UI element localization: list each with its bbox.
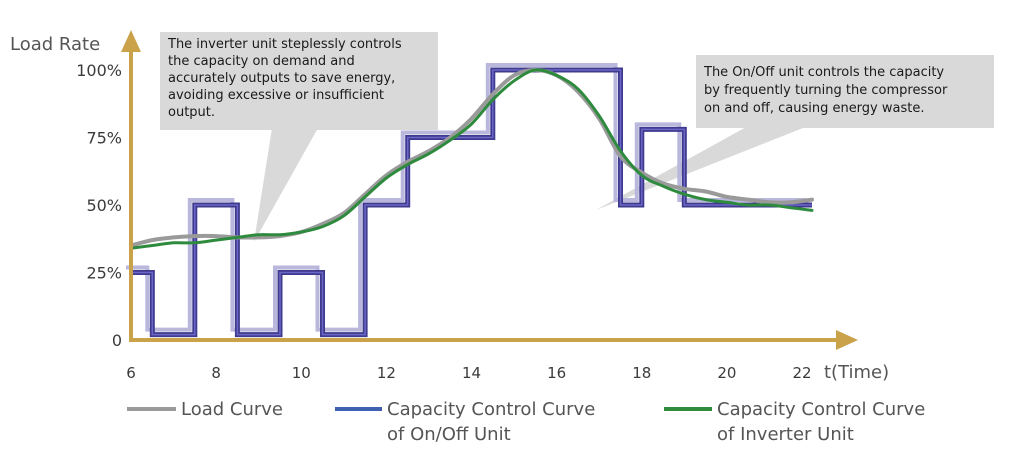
x-tick-label: 10: [292, 364, 311, 382]
x-axis-arrow-icon: [836, 330, 858, 350]
tick-labels: 0 25% 50% 75% 100% 6 8 10 12 14 16 18 20 22 t(Time): [76, 61, 889, 383]
x-tick-label: 14: [462, 364, 481, 382]
onoff-callout-pointer: [596, 126, 808, 210]
x-tick-label: 8: [211, 364, 221, 382]
y-tick-label: 50%: [86, 196, 122, 215]
x-tick-label: 22: [792, 364, 811, 382]
inverter-series-line: [129, 68, 814, 250]
x-tick-label: 20: [717, 364, 736, 382]
onoff-callout-line-2: by frequently turning the compressor: [704, 83, 948, 98]
inverter-callout-pointer: [254, 128, 318, 242]
x-tick-label: 18: [632, 364, 651, 382]
onoff-callout-box: [696, 55, 994, 128]
legend-label-onoff-line2: of On/Off Unit: [387, 424, 511, 445]
axes: [121, 30, 858, 350]
x-tick-label: 12: [377, 364, 396, 382]
onoff-callout-line-1: The On/Off unit controls the capacity: [703, 65, 944, 80]
onoff-series-depth: [126, 63, 807, 332]
inverter-callout-line-3: accurately outputs to save energy,: [168, 71, 395, 86]
inverter-callout: The inverter unit steplessly controls th…: [160, 32, 438, 242]
x-tick-label: 16: [547, 364, 566, 382]
legend-label-inverter-line1: Capacity Control Curve: [717, 399, 925, 420]
inverter-callout-line-2: the capacity on demand and: [168, 54, 355, 69]
legend-label-inverter-line2: of Inverter Unit: [717, 424, 854, 445]
inverter-callout-box: [160, 32, 438, 130]
onoff-series-depth-line: [126, 63, 807, 332]
inverter-callout-line-1: The inverter unit steplessly controls: [167, 37, 402, 52]
onoff-series-highlight: [131, 69, 812, 336]
inverter-callout-line-4: avoiding excessive or insufficient: [168, 88, 384, 103]
series-layer: [126, 63, 814, 338]
y-tick-label: 75%: [86, 129, 122, 148]
legend-label-load: Load Curve: [181, 399, 283, 420]
y-tick-label: 25%: [86, 264, 122, 283]
legend-label-onoff-line1: Capacity Control Curve: [387, 399, 595, 420]
legend: Load Curve Capacity Control Curve of On/…: [127, 399, 925, 445]
y-axis-title: Load Rate: [10, 34, 100, 55]
onoff-callout-line-3: on and off, causing energy waste.: [704, 101, 924, 116]
inverter-callout-line-5: output.: [168, 105, 215, 120]
x-axis-title: t(Time): [824, 362, 889, 383]
y-tick-label: 0: [112, 331, 122, 350]
y-tick-label: 100%: [76, 61, 122, 80]
x-tick-label: 6: [126, 364, 136, 382]
y-axis-arrow-icon: [121, 30, 141, 52]
onoff-callout: The On/Off unit controls the capacity by…: [596, 55, 994, 210]
